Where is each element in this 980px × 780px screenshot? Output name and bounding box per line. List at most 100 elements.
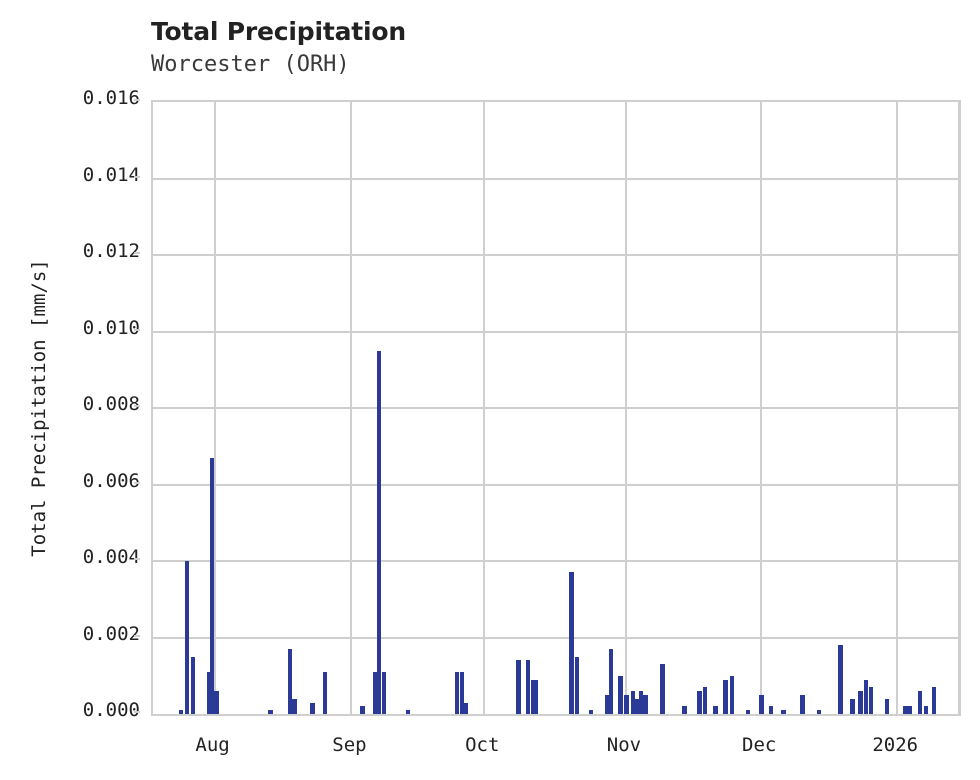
bar bbox=[405, 710, 411, 714]
y-tick-mark bbox=[134, 558, 140, 560]
x-tick-label: Sep bbox=[332, 734, 367, 756]
bar bbox=[569, 572, 574, 714]
bar bbox=[459, 671, 465, 714]
x-tick-label: Oct bbox=[465, 734, 500, 756]
bar bbox=[634, 698, 639, 714]
bar bbox=[624, 694, 629, 714]
x-tick-label: 2026 bbox=[872, 734, 919, 756]
gridline-horizontal bbox=[153, 407, 958, 409]
bar bbox=[372, 671, 377, 714]
gridline-vertical bbox=[483, 102, 486, 714]
bar bbox=[816, 710, 821, 714]
bar bbox=[207, 671, 212, 714]
y-tick-mark bbox=[134, 252, 140, 254]
bar bbox=[884, 698, 890, 714]
bar bbox=[850, 698, 855, 714]
bar bbox=[360, 706, 365, 714]
gridline-vertical bbox=[350, 102, 353, 714]
y-tick-label: 0.012 bbox=[82, 240, 140, 262]
plot-area bbox=[151, 100, 961, 716]
bar bbox=[209, 457, 215, 714]
bar bbox=[323, 671, 328, 714]
chart-subtitle: Worcester (ORH) bbox=[151, 52, 350, 77]
bar bbox=[288, 648, 293, 714]
bar bbox=[525, 660, 531, 714]
bar bbox=[184, 561, 190, 714]
bar bbox=[643, 694, 648, 714]
bar bbox=[723, 679, 728, 714]
gridline-vertical bbox=[624, 102, 627, 714]
bar bbox=[618, 675, 623, 714]
y-tick-label: 0.008 bbox=[82, 393, 140, 415]
y-tick-label: 0.002 bbox=[82, 622, 140, 645]
gridline-vertical bbox=[213, 102, 216, 714]
bar bbox=[530, 679, 536, 714]
gridline-horizontal bbox=[153, 636, 958, 639]
gridline-horizontal bbox=[153, 254, 958, 256]
bar bbox=[376, 350, 382, 714]
bar bbox=[455, 671, 460, 714]
bar bbox=[864, 679, 869, 714]
x-axis-tick-labels: Aug Sep Oct Nov Dec 2026 bbox=[151, 734, 961, 764]
bar bbox=[923, 706, 928, 714]
bar bbox=[310, 702, 315, 714]
gridline-vertical bbox=[760, 102, 763, 714]
x-tick-label: Dec bbox=[742, 734, 777, 756]
bar bbox=[604, 694, 610, 714]
bar bbox=[574, 656, 580, 714]
gridline-horizontal bbox=[153, 560, 958, 562]
bar bbox=[660, 664, 665, 714]
x-tick-label: Nov bbox=[606, 734, 642, 756]
bar bbox=[838, 645, 843, 714]
bar bbox=[463, 702, 468, 714]
y-tick-mark bbox=[134, 634, 140, 637]
bar bbox=[268, 710, 273, 714]
bar bbox=[858, 691, 863, 714]
bar bbox=[769, 706, 774, 714]
gridline-horizontal bbox=[153, 177, 958, 180]
bar bbox=[868, 687, 874, 714]
y-axis-tick-labels: 0.000 0.002 0.004 0.006 0.008 0.010 0.012 0.014… bbox=[32, 87, 140, 721]
bar bbox=[713, 706, 718, 714]
page-title: Total Precipitation bbox=[151, 17, 406, 46]
bar bbox=[381, 671, 387, 714]
bar bbox=[638, 691, 644, 714]
bar bbox=[682, 706, 687, 714]
y-tick-mark bbox=[134, 328, 140, 331]
bar-series bbox=[153, 102, 958, 714]
y-tick-label: 0.016 bbox=[82, 87, 140, 109]
bar bbox=[781, 710, 786, 714]
y-tick-label: 0.010 bbox=[82, 316, 140, 339]
bar bbox=[729, 675, 734, 714]
y-tick-label: 0.000 bbox=[82, 699, 140, 721]
bar bbox=[745, 710, 751, 714]
y-tick-label: 0.004 bbox=[82, 546, 140, 568]
y-tick-mark bbox=[134, 175, 140, 178]
bar bbox=[697, 691, 702, 714]
bar bbox=[191, 656, 196, 714]
bar bbox=[759, 694, 764, 714]
y-tick-label: 0.006 bbox=[82, 469, 140, 492]
bar bbox=[588, 710, 594, 714]
bar bbox=[917, 691, 923, 714]
bar bbox=[516, 660, 521, 714]
bar bbox=[214, 691, 219, 714]
gridline-horizontal bbox=[153, 483, 958, 486]
gridlines bbox=[153, 102, 958, 714]
bar bbox=[608, 648, 614, 714]
y-tick-mark bbox=[134, 481, 140, 484]
gridline-vertical bbox=[896, 102, 899, 714]
gridline-horizontal bbox=[153, 330, 958, 333]
bar bbox=[533, 679, 539, 714]
y-tick-mark bbox=[134, 711, 140, 713]
bar bbox=[931, 687, 937, 714]
y-tick-mark bbox=[134, 405, 140, 407]
bar bbox=[630, 691, 635, 714]
bar bbox=[178, 710, 183, 714]
bar bbox=[703, 687, 708, 714]
bar bbox=[292, 698, 297, 714]
y-tick-mark bbox=[134, 99, 140, 101]
bar bbox=[800, 694, 805, 714]
bar bbox=[907, 706, 912, 714]
